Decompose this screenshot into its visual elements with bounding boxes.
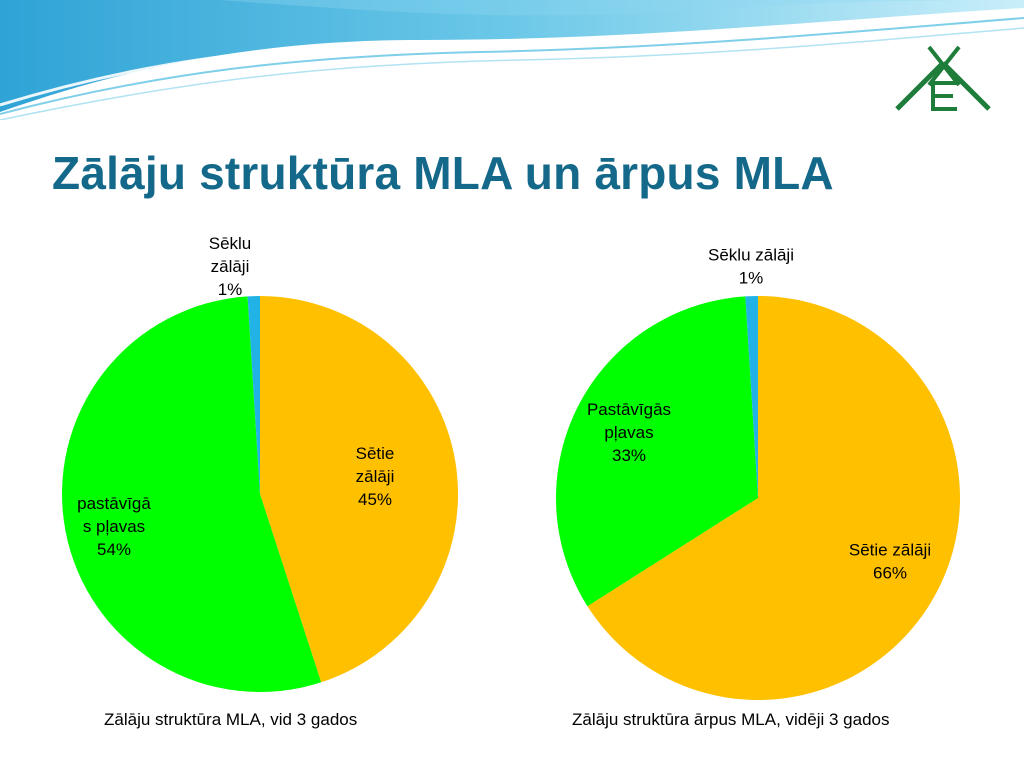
slice-pastavigas-plavas [556,296,758,607]
chart-caption-arpus-mla: Zālāju struktūra ārpus MLA, vidēji 3 gad… [572,710,890,729]
page-title: Zālāju struktūra MLA un ārpus MLA [52,147,834,199]
chart-caption-mla: Zālāju struktūra MLA, vid 3 gados [104,710,358,729]
data-label-setie-zalaji: Sētie zālāji 66% [849,541,931,583]
data-label-setie-zalaji: Sētie zālāji 45% [356,444,395,509]
slice-seklu-zalaji [745,296,758,498]
data-label-seklu-zalaji: Sēklu zālāji 1% [209,234,252,299]
data-label-pastavigas-plavas: Pastāvīgās pļavas 33% [587,400,671,465]
data-label-pastavigas-plavas: pastāvīgā s pļavas 54% [77,494,151,559]
xe-logo-icon [895,45,991,111]
header-wave-banner [0,0,1024,120]
data-label-seklu-zalaji: Sēklu zālāji 1% [708,246,794,288]
slice-setie-zalaji [587,296,961,700]
slice-seklu-zalaji [247,296,260,494]
slice-pastavigas-plavas [62,296,322,692]
slice-setie-zalaji [260,295,459,683]
